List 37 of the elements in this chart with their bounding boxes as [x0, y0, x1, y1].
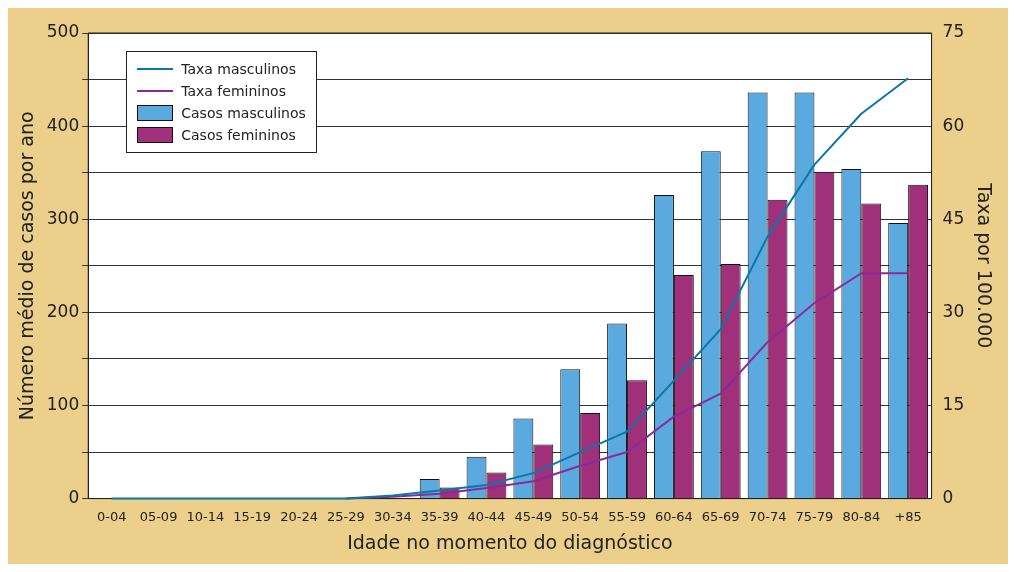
- y2-tick-label: 0: [942, 487, 954, 508]
- legend-label: Casos masculinos: [181, 105, 306, 121]
- x-axis-title: Idade no momento do diagnóstico: [347, 530, 673, 553]
- y-tick-label: 500: [46, 21, 80, 42]
- y2-tick-label: 60: [942, 114, 965, 135]
- y2-tick-label: 30: [942, 300, 965, 321]
- y-axis-title: Número médio de casos por ano: [15, 111, 38, 421]
- x-tick-label: 60-64: [655, 508, 693, 524]
- y2-tick-label: 45: [942, 207, 965, 228]
- legend-label: Casos femininos: [181, 127, 296, 143]
- x-tick-label: 05-09: [139, 508, 178, 524]
- y-tick-label: 300: [46, 207, 80, 228]
- legend-label: Taxa masculinos: [181, 61, 296, 77]
- x-tick-label: 10-14: [186, 508, 225, 524]
- legend-label: Taxa femininos: [181, 83, 286, 99]
- x-tick-label: 55-59: [608, 508, 646, 524]
- x-tick-label: 0-04: [96, 508, 127, 524]
- y-tick-label: 400: [46, 114, 80, 135]
- x-tick-label: 75-79: [795, 508, 834, 524]
- x-tick-label: 50-54: [561, 508, 600, 524]
- x-tick-label: +85: [894, 508, 922, 524]
- x-tick-label: 65-69: [701, 508, 740, 524]
- y2-tick-label: 75: [942, 21, 965, 42]
- x-tick-label: 80-84: [842, 508, 881, 524]
- x-tick-label: 20-24: [280, 508, 318, 524]
- x-tick-label: 30-34: [373, 508, 412, 524]
- x-tick-label: 45-49: [514, 508, 553, 524]
- y2-tick-label: 15: [942, 393, 965, 414]
- y2-axis-title: Taxa por 100.000: [973, 182, 996, 349]
- y-tick-label: 0: [68, 487, 80, 508]
- y-tick-label: 200: [46, 300, 80, 321]
- y-tick-label: 100: [46, 393, 80, 414]
- x-tick-label: 15-19: [233, 508, 272, 524]
- x-tick-label: 70-74: [748, 508, 787, 524]
- x-tick-label: 35-39: [420, 508, 459, 524]
- x-tick-label: 40-44: [467, 508, 506, 524]
- x-tick-label: 25-29: [327, 508, 365, 524]
